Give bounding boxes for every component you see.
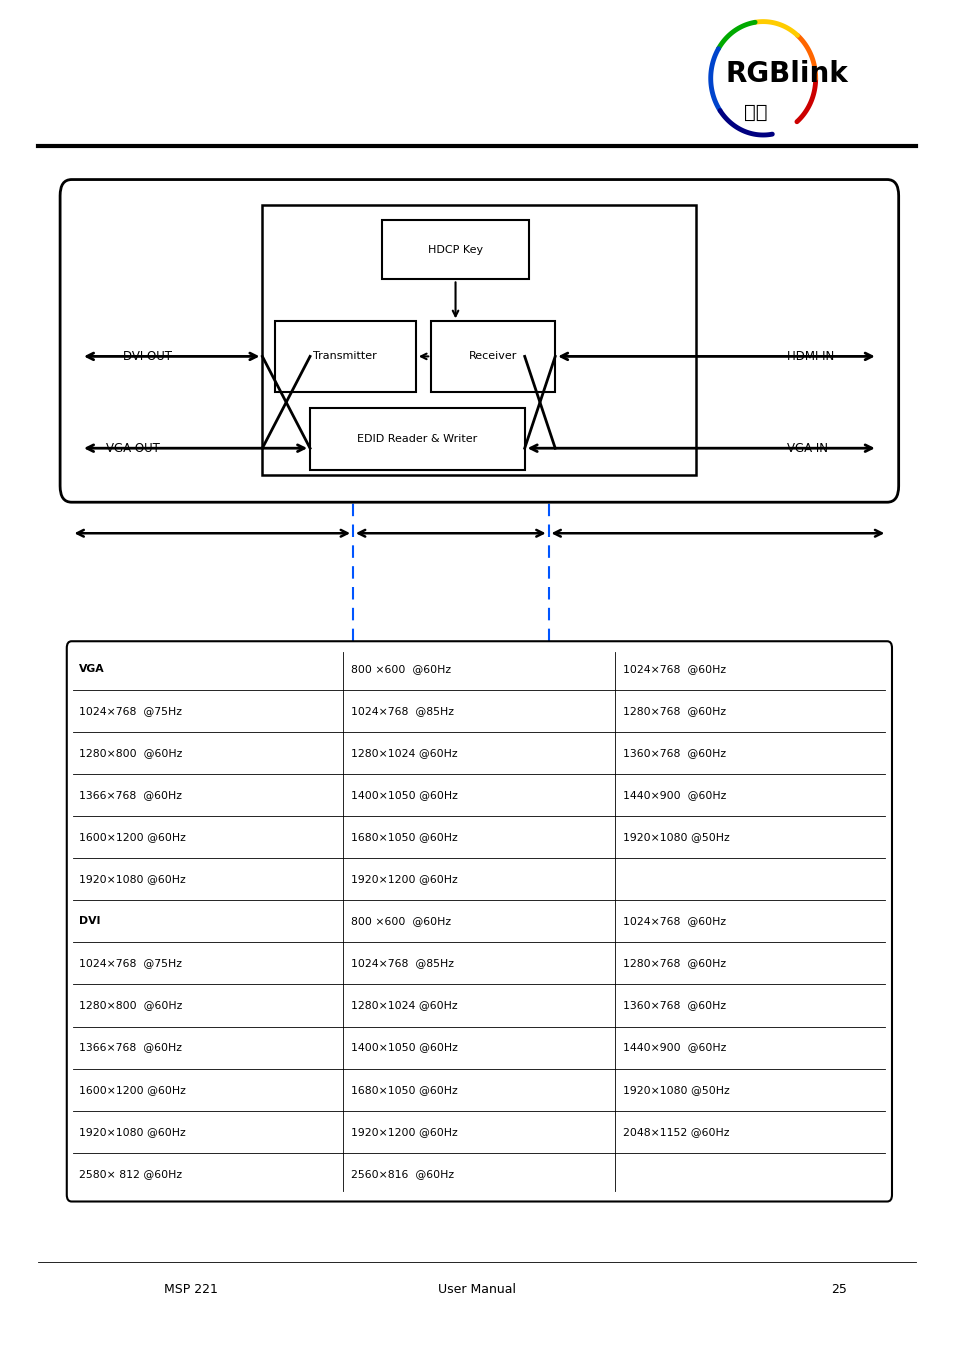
Text: 1280×800  @60Hz: 1280×800 @60Hz: [79, 748, 182, 759]
Text: 1920×1080 @60Hz: 1920×1080 @60Hz: [79, 1127, 186, 1137]
Text: User Manual: User Manual: [437, 1282, 516, 1296]
Text: 1600×1200 @60Hz: 1600×1200 @60Hz: [79, 1084, 186, 1095]
Text: 1366×768  @60Hz: 1366×768 @60Hz: [79, 790, 182, 801]
Text: 1400×1050 @60Hz: 1400×1050 @60Hz: [351, 790, 457, 801]
Text: Transmitter: Transmitter: [314, 351, 376, 362]
Text: VGA OUT: VGA OUT: [107, 441, 160, 455]
Text: 800 ×600  @60Hz: 800 ×600 @60Hz: [351, 917, 451, 926]
Text: 1360×768  @60Hz: 1360×768 @60Hz: [622, 748, 725, 759]
Text: 1024×768  @60Hz: 1024×768 @60Hz: [622, 917, 725, 926]
Text: 1024×768  @60Hz: 1024×768 @60Hz: [622, 664, 725, 674]
Text: 1024×768  @85Hz: 1024×768 @85Hz: [351, 706, 454, 716]
Text: 1366×768  @60Hz: 1366×768 @60Hz: [79, 1042, 182, 1053]
Text: 1600×1200 @60Hz: 1600×1200 @60Hz: [79, 832, 186, 842]
FancyBboxPatch shape: [60, 180, 898, 502]
Text: VGA IN: VGA IN: [786, 441, 827, 455]
Text: 2580× 812 @60Hz: 2580× 812 @60Hz: [79, 1169, 182, 1179]
Text: 1280×1024 @60Hz: 1280×1024 @60Hz: [351, 1000, 457, 1011]
Text: 1440×900  @60Hz: 1440×900 @60Hz: [622, 1042, 725, 1053]
Text: DVI: DVI: [79, 917, 101, 926]
Text: 1280×768  @60Hz: 1280×768 @60Hz: [622, 958, 725, 968]
Text: HDCP Key: HDCP Key: [428, 244, 482, 255]
Text: 视诚: 视诚: [743, 103, 767, 122]
Text: 1024×768  @85Hz: 1024×768 @85Hz: [351, 958, 454, 968]
Text: 1280×800  @60Hz: 1280×800 @60Hz: [79, 1000, 182, 1011]
Text: 800 ×600  @60Hz: 800 ×600 @60Hz: [351, 664, 451, 674]
Text: 1024×768  @75Hz: 1024×768 @75Hz: [79, 706, 182, 716]
Text: HDMI IN: HDMI IN: [786, 350, 834, 363]
Text: MSP 221: MSP 221: [164, 1282, 217, 1296]
Text: 1920×1080 @60Hz: 1920×1080 @60Hz: [79, 875, 186, 884]
Text: 1920×1080 @50Hz: 1920×1080 @50Hz: [622, 832, 729, 842]
Bar: [274, 321, 416, 392]
Text: 1680×1050 @60Hz: 1680×1050 @60Hz: [351, 832, 457, 842]
Bar: [310, 408, 524, 470]
Text: 1280×768  @60Hz: 1280×768 @60Hz: [622, 706, 725, 716]
Text: 1280×1024 @60Hz: 1280×1024 @60Hz: [351, 748, 457, 759]
Text: EDID Reader & Writer: EDID Reader & Writer: [356, 433, 477, 444]
Text: 2048×1152 @60Hz: 2048×1152 @60Hz: [622, 1127, 729, 1137]
Text: 1360×768  @60Hz: 1360×768 @60Hz: [622, 1000, 725, 1011]
Text: DVI OUT: DVI OUT: [123, 350, 172, 363]
Text: 1400×1050 @60Hz: 1400×1050 @60Hz: [351, 1042, 457, 1053]
Bar: [431, 321, 555, 392]
Text: 1920×1080 @50Hz: 1920×1080 @50Hz: [622, 1084, 729, 1095]
Text: 1920×1200 @60Hz: 1920×1200 @60Hz: [351, 875, 457, 884]
Text: VGA: VGA: [79, 664, 105, 674]
Text: RGBlink: RGBlink: [724, 61, 847, 88]
Text: 2560×816  @60Hz: 2560×816 @60Hz: [351, 1169, 454, 1179]
Text: 1920×1200 @60Hz: 1920×1200 @60Hz: [351, 1127, 457, 1137]
FancyBboxPatch shape: [67, 641, 891, 1202]
Text: 1680×1050 @60Hz: 1680×1050 @60Hz: [351, 1084, 457, 1095]
Text: 1024×768  @75Hz: 1024×768 @75Hz: [79, 958, 182, 968]
Bar: [262, 205, 696, 475]
Text: 1440×900  @60Hz: 1440×900 @60Hz: [622, 790, 725, 801]
Text: 25: 25: [831, 1282, 846, 1296]
Text: Receiver: Receiver: [469, 351, 517, 362]
Bar: [381, 220, 529, 279]
